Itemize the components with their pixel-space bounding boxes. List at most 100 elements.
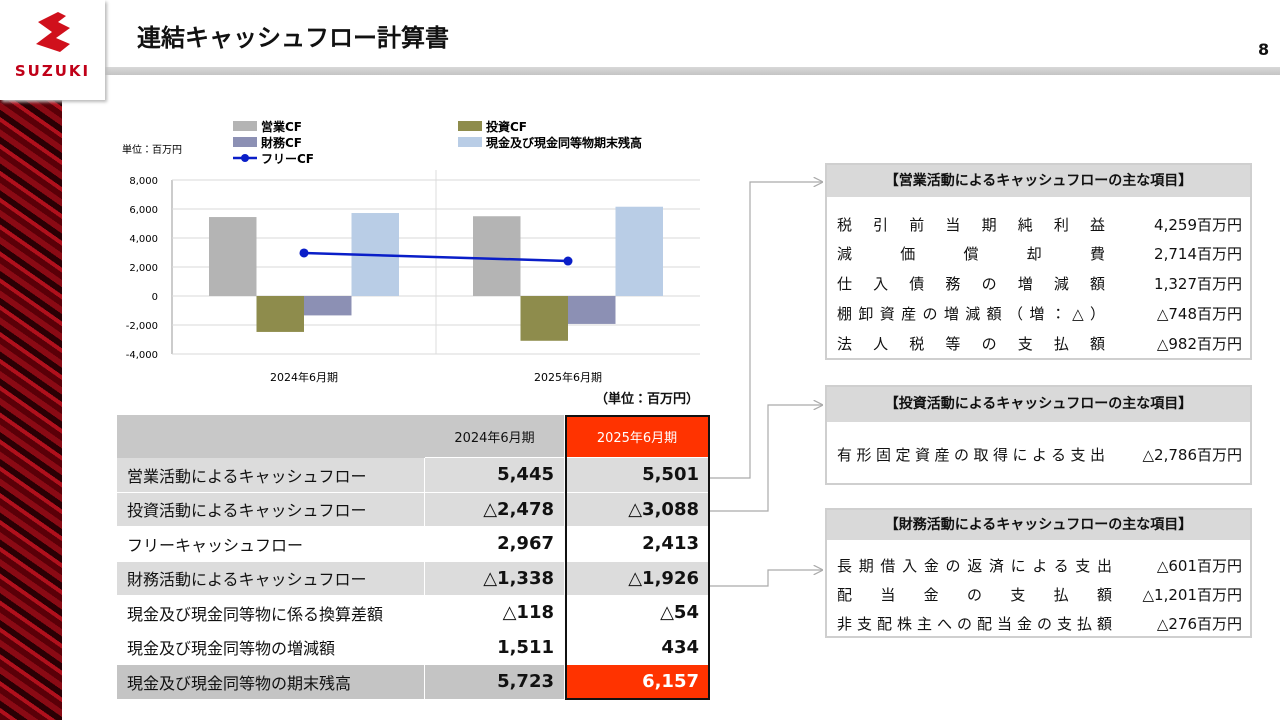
table-row-label: 現金及び現金同等物に係る換算差額 — [117, 596, 425, 631]
item-value: △276百万円 — [1156, 614, 1242, 633]
line-point — [299, 248, 309, 258]
box-item: 棚卸資産の増減額（増：△） △748百万円 — [837, 302, 1242, 324]
item-label: 非支配株主への配当金の支払額 — [837, 614, 1112, 633]
bar — [520, 296, 568, 341]
x-tick-label: 2025年6月期 — [534, 370, 602, 384]
line-point — [563, 256, 573, 266]
y-tick-label: 0 — [152, 292, 158, 303]
item-value: 4,259百万円 — [1154, 215, 1242, 234]
table-corner — [117, 415, 425, 458]
table-value: 2,413 — [565, 527, 710, 562]
item-label: 棚卸資産の増減額（増：△） — [837, 304, 1105, 323]
table-value: 1,511 — [425, 630, 565, 665]
table-value: 5,445 — [425, 458, 565, 493]
box-title: 【財務活動によるキャッシュフローの主な項目】 — [827, 510, 1250, 540]
bar — [304, 296, 352, 316]
connectors — [710, 182, 822, 587]
table-header: 2025年6月期 — [565, 415, 710, 458]
box-item: 有形固定資産の取得による支出 △2,786百万円 — [837, 443, 1242, 465]
y-tick-label: 2,000 — [129, 263, 158, 274]
highlight-frame — [565, 415, 710, 700]
box-item: 長期借入金の返済による支出 △601百万円 — [837, 554, 1242, 576]
x-tick-label: 2024年6月期 — [270, 370, 338, 384]
y-tick-label: 8,000 — [129, 176, 158, 187]
box-item: 配当金の支払額 △1,201百万円 — [837, 583, 1242, 605]
legend-label: 営業CF — [261, 119, 302, 134]
item-value: 1,327百万円 — [1154, 274, 1242, 293]
bar — [568, 296, 616, 324]
item-value: △748百万円 — [1156, 304, 1242, 323]
item-value: △601百万円 — [1156, 556, 1242, 575]
legend-label: 現金及び現金同等物期末残高 — [486, 135, 642, 150]
info-box: 【財務活動によるキャッシュフローの主な項目】長期借入金の返済による支出 △601百… — [825, 508, 1252, 638]
table-value: △2,478 — [425, 492, 565, 527]
table-value: △3,088 — [565, 492, 710, 527]
item-label: 税引前当期純利益 — [837, 215, 1105, 234]
logo: SUZUKI — [0, 0, 105, 100]
table-unit: （単位：百万円） — [595, 392, 700, 407]
item-value: △1,201百万円 — [1142, 585, 1242, 604]
y-tick-label: -4,000 — [126, 350, 158, 361]
item-label: 仕入債務の増減額 — [837, 274, 1105, 293]
legend-swatch — [241, 154, 249, 162]
line-series — [303, 251, 569, 263]
item-label: 長期借入金の返済による支出 — [837, 556, 1112, 575]
slide-title: 連結キャッシュフロー計算書 — [137, 24, 449, 52]
box-title: 【投資活動によるキャッシュフローの主な項目】 — [827, 387, 1250, 422]
table-header: 2024年6月期 — [425, 415, 565, 458]
item-value: △2,786百万円 — [1142, 445, 1242, 464]
logo-text: SUZUKI — [14, 62, 91, 80]
box-title: 【営業活動によるキャッシュフローの主な項目】 — [827, 165, 1250, 197]
y-tick-label: 4,000 — [129, 234, 158, 245]
table-row-label: 現金及び現金同等物の期末残高 — [117, 665, 425, 700]
side-decoration — [0, 100, 62, 720]
legend-label: 投資CF — [486, 119, 527, 134]
item-label: 減価償却費 — [837, 244, 1105, 263]
item-label: 有形固定資産の取得による支出 — [837, 445, 1105, 464]
bar — [209, 217, 257, 296]
table-value: △1,338 — [425, 561, 565, 596]
item-label: 法人税等の支払額 — [837, 334, 1105, 353]
box-item: 税引前当期純利益 4,259百万円 — [837, 213, 1242, 235]
table-row-label: 財務活動によるキャッシュフロー — [117, 561, 425, 596]
box-item: 減価償却費 2,714百万円 — [837, 242, 1242, 264]
table: 2024年6月期 2025年6月期営業活動によるキャッシュフロー 5,445 5,50… — [117, 415, 710, 700]
bar — [473, 216, 521, 296]
legend-swatch — [458, 121, 482, 131]
info-box: 【営業活動によるキャッシュフローの主な項目】税引前当期純利益 4,259百万円減価… — [825, 163, 1252, 360]
table-row-label: 現金及び現金同等物の増減額 — [117, 630, 425, 665]
legend-swatch — [458, 137, 482, 147]
table-value: △54 — [565, 596, 710, 631]
table-value: 2,967 — [425, 527, 565, 562]
table-row-label: 営業活動によるキャッシュフロー — [117, 458, 425, 493]
page-number: 8 — [1258, 40, 1270, 59]
item-value: 2,714百万円 — [1154, 244, 1242, 263]
logo-mark — [36, 12, 70, 52]
header-bar — [105, 67, 1280, 75]
legend-swatch — [233, 121, 257, 131]
table-value: 434 — [565, 630, 710, 665]
box-item: 非支配株主への配当金の支払額 △276百万円 — [837, 612, 1242, 634]
table-value: △1,926 — [565, 561, 710, 596]
y-tick-label: 6,000 — [129, 205, 158, 216]
box-item: 仕入債務の増減額 1,327百万円 — [837, 272, 1242, 294]
legend-swatch — [233, 137, 257, 147]
bar — [256, 296, 304, 332]
info-box: 【投資活動によるキャッシュフローの主な項目】有形固定資産の取得による支出 △2,7… — [825, 385, 1252, 485]
item-value: △982百万円 — [1156, 334, 1242, 353]
table-value: 6,157 — [565, 665, 710, 700]
table-row-label: フリーキャッシュフロー — [117, 527, 425, 562]
table-value: 5,501 — [565, 458, 710, 493]
y-tick-label: -2,000 — [126, 321, 158, 332]
table-value: △118 — [425, 596, 565, 631]
item-label: 配当金の支払額 — [837, 585, 1112, 604]
box-item: 法人税等の支払額 △982百万円 — [837, 332, 1242, 354]
unit-label: 単位：百万円 — [122, 143, 182, 156]
table-row-label: 投資活動によるキャッシュフロー — [117, 492, 425, 527]
bar — [615, 206, 663, 296]
table-value: 5,723 — [425, 665, 565, 700]
legend-label: 財務CF — [260, 135, 302, 150]
